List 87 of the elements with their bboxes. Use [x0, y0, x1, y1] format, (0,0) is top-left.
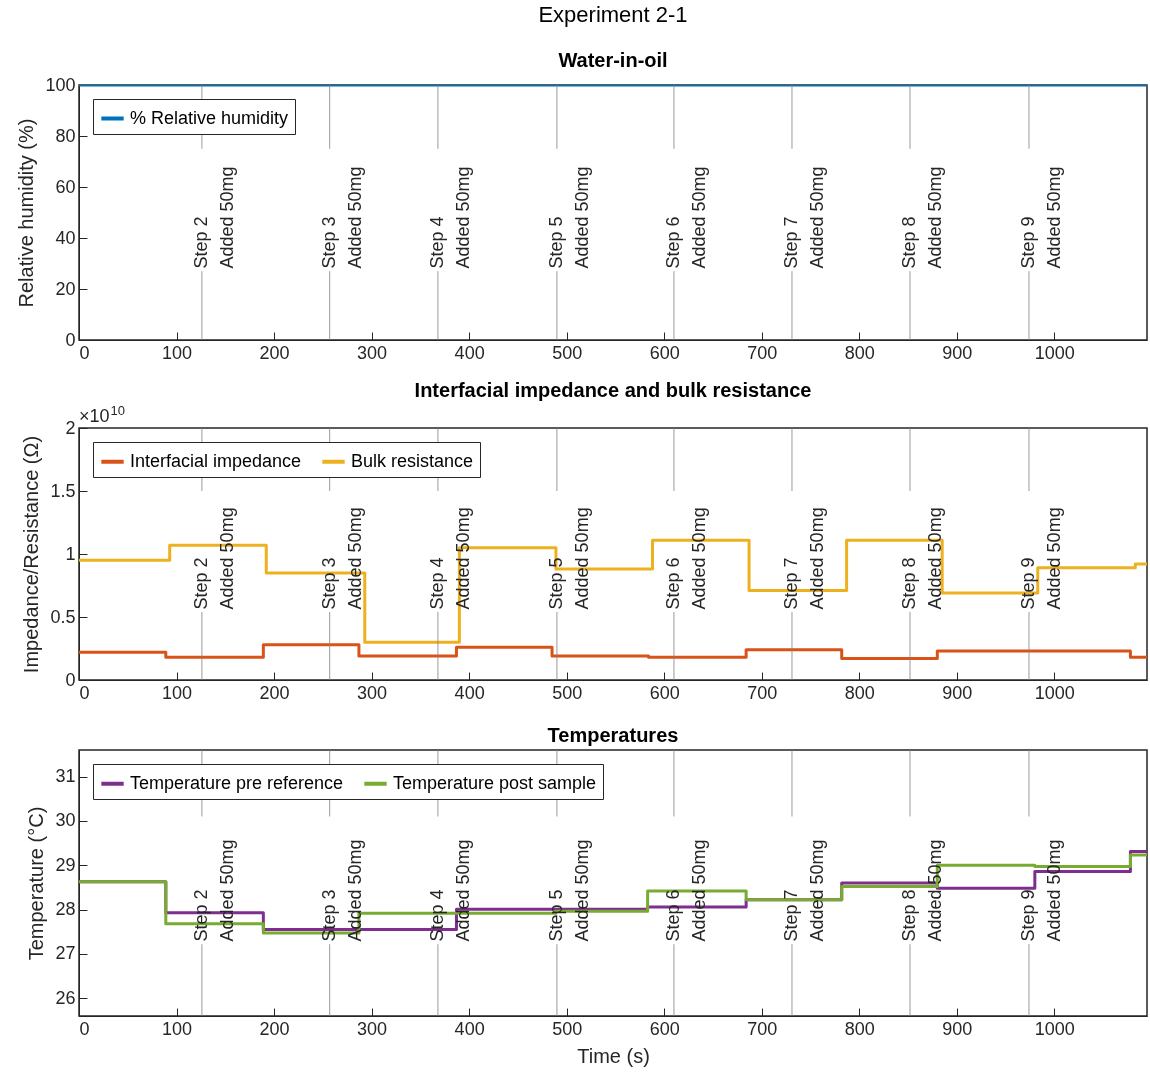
- x-tick-label: 600: [649, 342, 680, 363]
- ref-line-label: Step 2 Added 50mg: [190, 166, 237, 269]
- ref-line-label: Step 7 Added 50mg: [780, 166, 827, 269]
- x-tick-label: 600: [649, 1018, 680, 1039]
- y-tick-label: 29: [55, 854, 76, 875]
- x-tick-label: 800: [844, 342, 875, 363]
- y-tick-label: 28: [55, 899, 76, 920]
- x-axis-title: Time (s): [577, 1044, 650, 1067]
- ref-line-label: Step 8 Added 50mg: [898, 839, 945, 942]
- y-axis-title: Impedance/Resistance (Ω): [20, 435, 43, 674]
- ref-line-label: Step 9 Added 50mg: [1017, 839, 1064, 942]
- ref-line-label: Step 2 Added 50mg: [190, 839, 237, 942]
- ref-line-label: Step 3 Added 50mg: [318, 839, 365, 942]
- x-tick-label: 500: [552, 342, 583, 363]
- y-tick-label: 31: [55, 766, 76, 787]
- x-tick-label: 600: [649, 682, 680, 703]
- y-tick-label: 60: [55, 176, 76, 197]
- x-tick-label: 400: [454, 1018, 485, 1039]
- ref-line-label: Step 5 Added 50mg: [545, 839, 592, 942]
- chart-title: Experiment 2-1: [538, 2, 688, 27]
- y-tick-label: 40: [55, 227, 76, 248]
- x-tick-label: 500: [552, 682, 583, 703]
- x-tick-label: 300: [357, 1018, 388, 1039]
- x-tick-label: 300: [357, 342, 388, 363]
- x-tick-label: 200: [259, 682, 290, 703]
- x-tick-label: 700: [747, 1018, 778, 1039]
- legend-label: Temperature pre reference: [130, 772, 344, 793]
- ref-line-label: Step 7 Added 50mg: [780, 839, 827, 942]
- legend-label: Bulk resistance: [351, 450, 474, 471]
- y-axis-title: Temperature (°C): [25, 806, 48, 961]
- ref-line-label: Step 6 Added 50mg: [662, 507, 709, 610]
- x-tick-label: 400: [454, 342, 485, 363]
- x-tick-label: 100: [162, 1018, 193, 1039]
- x-tick-label: 100: [162, 342, 193, 363]
- x-tick-label: 1000: [1034, 1018, 1075, 1039]
- ref-line-label: Step 9 Added 50mg: [1017, 166, 1064, 269]
- chart-title: Temperatures: [547, 723, 679, 746]
- x-tick-label: 200: [259, 1018, 290, 1039]
- y-tick-label: 20: [55, 278, 76, 299]
- x-tick-label: 200: [259, 342, 290, 363]
- legend-label: Interfacial impedance: [130, 450, 302, 471]
- x-tick-label: 900: [942, 1018, 973, 1039]
- x-tick-label: 700: [747, 682, 778, 703]
- y-tick-label: 0: [65, 669, 76, 690]
- x-tick-label: 300: [357, 682, 388, 703]
- y-tick-label: 80: [55, 125, 76, 146]
- ref-line-label: Step 8 Added 50mg: [898, 507, 945, 610]
- y-tick-label: 0.5: [50, 606, 76, 627]
- y-tick-label: 27: [55, 943, 76, 964]
- ref-line-label: Step 6 Added 50mg: [662, 839, 709, 942]
- y-tick-label: 26: [55, 987, 76, 1008]
- ref-line-label: Step 5 Added 50mg: [545, 166, 592, 269]
- ref-line-label: Step 6 Added 50mg: [662, 166, 709, 269]
- y-tick-label: 2: [65, 417, 76, 438]
- ref-line-label: Step 2 Added 50mg: [190, 507, 237, 610]
- x-tick-label: 400: [454, 682, 485, 703]
- chart-subtitle: Water-in-oil: [558, 49, 668, 71]
- y-axis-title: Relative humidity (%): [15, 118, 38, 308]
- x-tick-label: 500: [552, 1018, 583, 1039]
- x-tick-label: 800: [844, 1018, 875, 1039]
- y-tick-label: 0: [65, 329, 76, 350]
- y-tick-label: 30: [55, 810, 76, 831]
- x-tick-label: 100: [162, 682, 193, 703]
- x-tick-label: 0: [79, 1018, 90, 1039]
- ref-line-label: Step 8 Added 50mg: [898, 166, 945, 269]
- x-tick-label: 900: [942, 342, 973, 363]
- chart-title: Interfacial impedance and bulk resistance: [414, 379, 812, 401]
- ref-line-label: Step 5 Added 50mg: [545, 507, 592, 610]
- x-tick-label: 800: [844, 682, 875, 703]
- x-tick-label: 900: [942, 682, 973, 703]
- y-tick-label: 1.5: [50, 480, 76, 501]
- ref-line-label: Step 7 Added 50mg: [780, 507, 827, 610]
- legend-label: % Relative humidity: [130, 107, 289, 128]
- x-tick-label: 1000: [1034, 342, 1075, 363]
- x-tick-label: 1000: [1034, 682, 1075, 703]
- ref-line-label: Step 3 Added 50mg: [318, 507, 365, 610]
- ref-line-label: Step 4 Added 50mg: [426, 839, 473, 942]
- x-tick-label: 0: [79, 682, 90, 703]
- y-tick-label: 100: [45, 74, 76, 95]
- legend-label: Temperature post sample: [393, 772, 597, 793]
- ref-line-label: Step 9 Added 50mg: [1017, 507, 1064, 610]
- ref-line-label: Step 4 Added 50mg: [426, 166, 473, 269]
- x-tick-label: 0: [79, 342, 90, 363]
- x-tick-label: 700: [747, 342, 778, 363]
- y-tick-label: 1: [65, 543, 76, 564]
- ref-line-label: Step 4 Added 50mg: [426, 507, 473, 610]
- ref-line-label: Step 3 Added 50mg: [318, 166, 365, 269]
